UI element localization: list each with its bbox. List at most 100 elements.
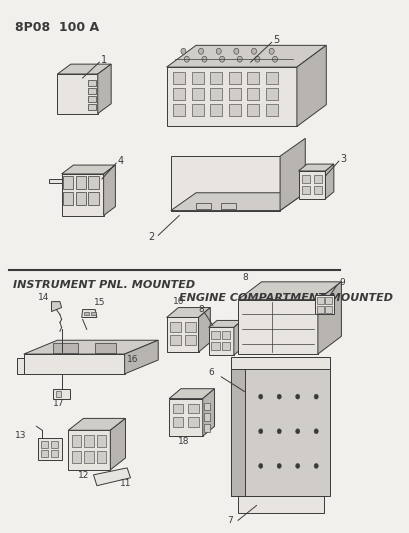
Polygon shape <box>24 354 125 374</box>
Text: 15: 15 <box>94 297 105 306</box>
Bar <box>247 72 259 84</box>
Text: INSTRUMENT PNL. MOUNTED: INSTRUMENT PNL. MOUNTED <box>13 280 195 290</box>
Text: 8: 8 <box>198 305 204 314</box>
Bar <box>76 176 86 189</box>
Polygon shape <box>231 369 245 496</box>
Text: 9: 9 <box>339 278 345 287</box>
Bar <box>210 72 222 84</box>
Polygon shape <box>68 418 126 430</box>
Text: 12: 12 <box>79 471 90 480</box>
Circle shape <box>272 56 278 62</box>
Circle shape <box>202 56 207 62</box>
Polygon shape <box>299 164 334 171</box>
Bar <box>88 96 96 102</box>
Circle shape <box>258 463 263 469</box>
Polygon shape <box>166 45 326 67</box>
Bar <box>188 403 198 414</box>
Text: 1: 1 <box>101 55 107 65</box>
Bar <box>173 104 185 116</box>
Text: 11: 11 <box>120 479 132 488</box>
Circle shape <box>220 56 225 62</box>
Polygon shape <box>209 327 234 355</box>
Text: 2: 2 <box>148 232 154 243</box>
Bar <box>266 104 278 116</box>
Bar <box>56 391 61 397</box>
Bar <box>97 435 106 447</box>
Polygon shape <box>238 282 342 300</box>
Bar <box>173 88 185 100</box>
Bar <box>314 175 322 183</box>
Bar <box>326 305 332 312</box>
Text: 13: 13 <box>15 431 26 440</box>
Bar <box>173 72 185 84</box>
Polygon shape <box>98 64 111 114</box>
Circle shape <box>184 56 189 62</box>
Polygon shape <box>209 320 242 327</box>
Polygon shape <box>169 399 203 436</box>
Polygon shape <box>57 74 98 114</box>
Polygon shape <box>53 389 70 399</box>
Bar <box>204 424 210 432</box>
Circle shape <box>237 56 242 62</box>
Bar <box>63 192 73 205</box>
Polygon shape <box>299 171 326 199</box>
Circle shape <box>314 394 318 399</box>
Bar <box>88 104 96 110</box>
Bar <box>88 88 96 94</box>
Bar <box>84 435 94 447</box>
Bar <box>221 203 236 208</box>
Bar <box>95 343 116 353</box>
Polygon shape <box>234 320 242 355</box>
Bar <box>266 88 278 100</box>
Text: 16: 16 <box>127 355 139 364</box>
Polygon shape <box>198 308 210 352</box>
Bar <box>317 305 324 312</box>
Text: 7: 7 <box>227 516 233 526</box>
Bar <box>76 192 86 205</box>
Bar <box>185 335 196 345</box>
Polygon shape <box>62 174 103 215</box>
Circle shape <box>234 49 239 54</box>
Bar <box>229 72 240 84</box>
Bar <box>84 451 94 463</box>
Bar <box>40 441 48 448</box>
Bar <box>51 450 58 457</box>
Bar <box>210 104 222 116</box>
Bar <box>53 343 79 353</box>
Polygon shape <box>68 430 110 470</box>
Circle shape <box>198 49 204 54</box>
Polygon shape <box>166 308 210 318</box>
Circle shape <box>296 463 300 469</box>
Polygon shape <box>62 165 115 174</box>
Polygon shape <box>326 164 334 199</box>
Text: 3: 3 <box>341 154 347 164</box>
Bar <box>247 88 259 100</box>
Polygon shape <box>171 193 305 211</box>
Polygon shape <box>17 358 24 374</box>
Polygon shape <box>94 468 130 486</box>
Polygon shape <box>166 318 198 352</box>
Bar <box>170 335 181 345</box>
Bar <box>185 322 196 332</box>
Bar <box>326 297 332 304</box>
Polygon shape <box>125 340 158 374</box>
Bar <box>63 176 73 189</box>
Circle shape <box>277 429 281 434</box>
Bar <box>192 88 204 100</box>
Bar <box>210 88 222 100</box>
Polygon shape <box>231 357 330 496</box>
Circle shape <box>255 56 260 62</box>
Text: 14: 14 <box>38 293 49 302</box>
Polygon shape <box>110 418 126 470</box>
Bar <box>204 414 210 422</box>
Circle shape <box>181 49 186 54</box>
Text: 5: 5 <box>273 35 280 45</box>
Text: 10: 10 <box>173 296 185 305</box>
Circle shape <box>296 394 300 399</box>
Bar <box>170 322 181 332</box>
Circle shape <box>314 463 318 469</box>
Circle shape <box>258 394 263 399</box>
Circle shape <box>314 429 318 434</box>
Bar <box>222 342 231 350</box>
Text: 8P08  100 A: 8P08 100 A <box>16 21 99 34</box>
